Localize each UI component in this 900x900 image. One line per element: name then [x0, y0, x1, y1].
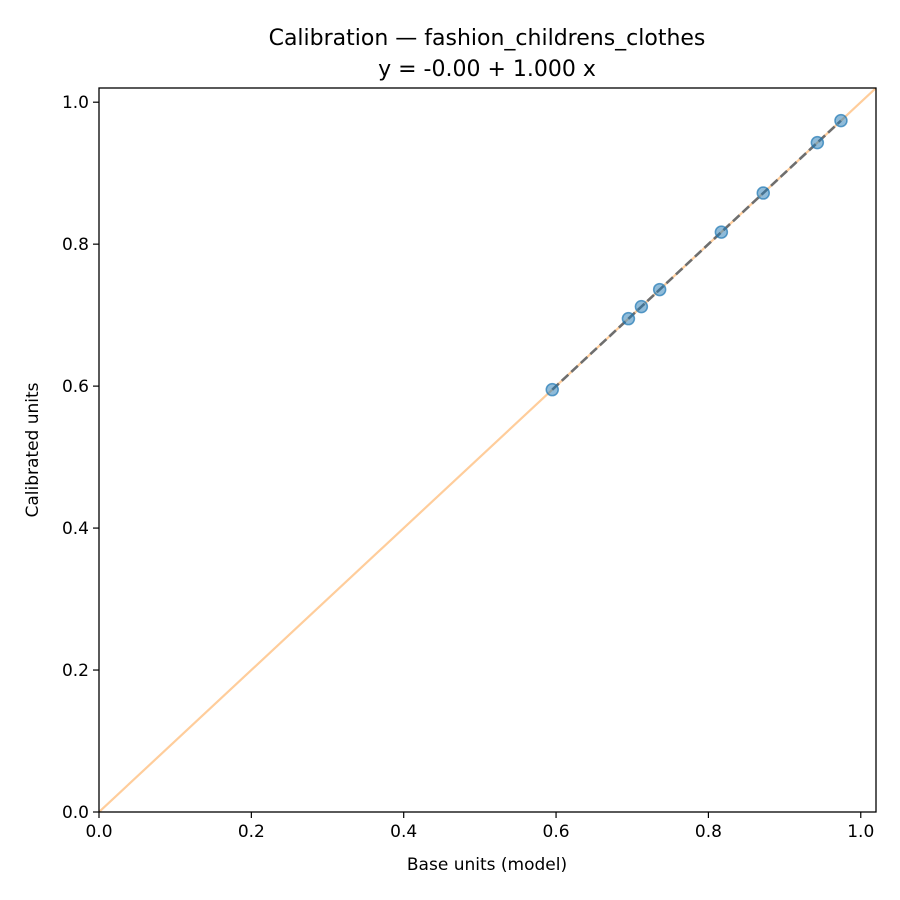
x-axis-label: Base units (model) — [407, 855, 567, 875]
y-tick-label: 0.4 — [62, 519, 89, 539]
y-tick-label: 0.2 — [62, 661, 89, 681]
data-point — [621, 311, 636, 326]
x-tick-label: 0.2 — [238, 822, 265, 842]
fit-line — [551, 119, 842, 391]
x-tick-label: 0.8 — [695, 822, 722, 842]
plot-content — [99, 88, 876, 812]
plot-area — [98, 87, 877, 813]
y-tick-label: 0.0 — [62, 803, 89, 823]
y-tick-label: 0.6 — [62, 377, 89, 397]
y-tick-label: 1.0 — [62, 93, 89, 113]
chart-subtitle: y = -0.00 + 1.000 x — [378, 57, 596, 82]
axis-ticks: 0.0 0.2 0.4 0.6 0.8 1.0 0.0 0.2 0.4 0.6 0.8 1.0 — [62, 93, 874, 842]
plot-frame — [98, 87, 877, 813]
x-tick-label: 0.4 — [390, 822, 417, 842]
y-tick-label: 0.8 — [62, 235, 89, 255]
y-axis-label: Calibrated units — [23, 382, 43, 517]
chart-title: Calibration — fashion_childrens_clothes — [269, 26, 706, 51]
data-point — [810, 135, 825, 150]
data-point — [714, 225, 729, 239]
data-point — [652, 282, 667, 297]
x-tick-label: 0.0 — [85, 822, 112, 842]
data-point — [834, 113, 848, 128]
x-tick-label: 1.0 — [847, 822, 874, 842]
data-point — [634, 299, 649, 314]
x-tick-label: 0.6 — [543, 822, 570, 842]
data-point — [756, 186, 771, 200]
data-point — [545, 382, 559, 397]
